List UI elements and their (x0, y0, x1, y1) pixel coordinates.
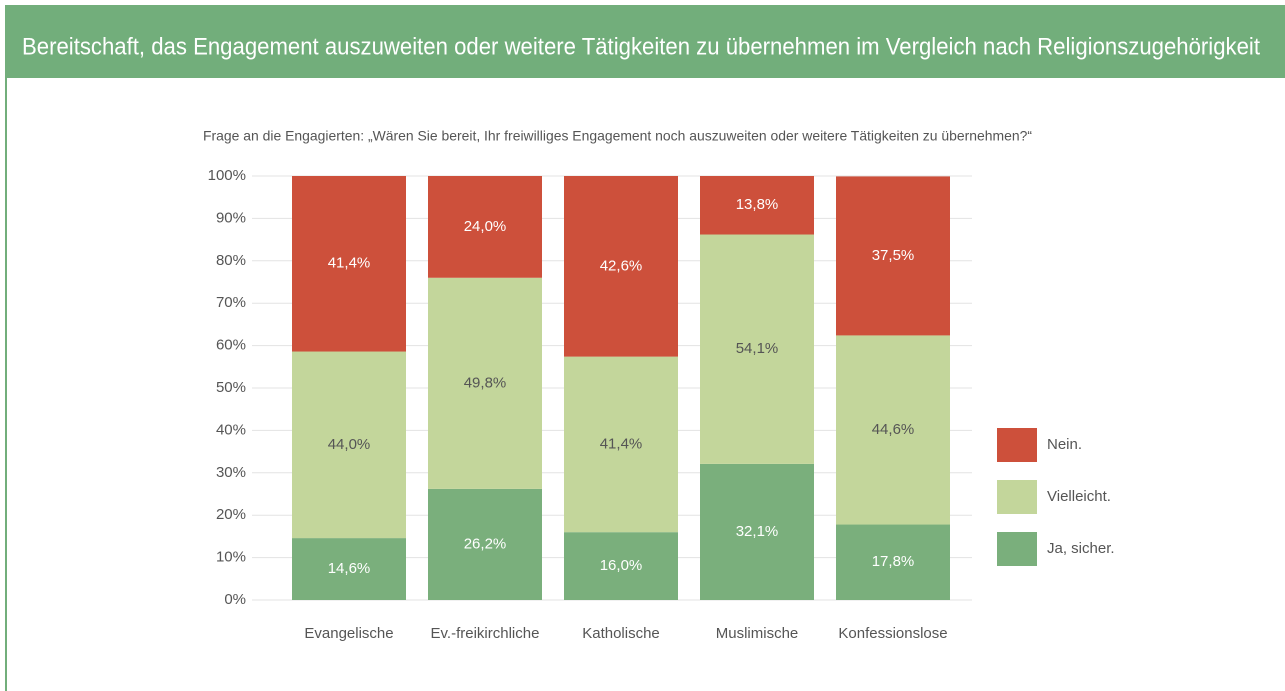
bar-segment (428, 277, 542, 489)
bar-segment (700, 234, 814, 464)
chart-subtitle: Frage an die Engagierten: „Wären Sie ber… (203, 128, 1032, 144)
y-tick-label: 50% (216, 379, 246, 396)
legend-swatch (997, 480, 1037, 514)
legend-swatch (997, 428, 1037, 462)
y-tick-label: 80% (216, 252, 246, 269)
value-label: 44,6% (872, 421, 915, 438)
bar-segment (700, 176, 814, 235)
y-tick-label: 0% (224, 591, 246, 608)
legend-label: Ja, sicher. (1047, 540, 1115, 557)
bar-segment (564, 532, 678, 600)
value-label: 17,8% (872, 553, 915, 570)
bar-segment (428, 176, 542, 278)
chart-title: Bereitschaft, das Engagement auszuweiten… (22, 33, 1260, 60)
header-bar (5, 5, 1285, 78)
value-label: 14,6% (328, 560, 371, 577)
y-tick-label: 30% (216, 464, 246, 481)
y-tick-label: 40% (216, 421, 246, 438)
bar-segment (564, 176, 678, 357)
y-tick-label: 90% (216, 209, 246, 226)
x-tick-label: Katholische (582, 625, 660, 642)
bar-segment (292, 351, 406, 539)
value-label: 54,1% (736, 340, 779, 357)
bar-segment (292, 538, 406, 600)
legend-swatch (997, 532, 1037, 566)
bar-segment (428, 488, 542, 600)
value-label: 24,0% (464, 218, 507, 235)
x-tick-label: Muslimische (716, 625, 799, 642)
value-label: 42,6% (600, 257, 643, 274)
x-tick-label: Ev.-freikirchliche (431, 625, 540, 642)
value-label: 37,5% (872, 247, 915, 264)
bar-segment (836, 524, 950, 600)
value-label: 13,8% (736, 196, 779, 213)
y-tick-label: 10% (216, 549, 246, 566)
bar-segment (836, 176, 950, 336)
x-tick-label: Konfessionslose (838, 625, 947, 642)
value-label: 41,4% (328, 255, 371, 272)
y-tick-label: 70% (216, 294, 246, 311)
value-label: 26,2% (464, 535, 507, 552)
value-label: 49,8% (464, 374, 507, 391)
value-label: 44,0% (328, 436, 371, 453)
y-tick-label: 20% (216, 506, 246, 523)
legend-label: Nein. (1047, 436, 1082, 453)
y-tick-label: 100% (208, 167, 246, 184)
legend-label: Vielleicht. (1047, 488, 1111, 505)
bar-segment (292, 176, 406, 352)
value-label: 16,0% (600, 557, 643, 574)
x-tick-label: Evangelische (304, 625, 393, 642)
bar-segment (564, 356, 678, 533)
value-label: 32,1% (736, 523, 779, 540)
bar-segment (700, 463, 814, 600)
value-label: 41,4% (600, 435, 643, 452)
bar-segment (836, 335, 950, 525)
y-tick-label: 60% (216, 337, 246, 354)
